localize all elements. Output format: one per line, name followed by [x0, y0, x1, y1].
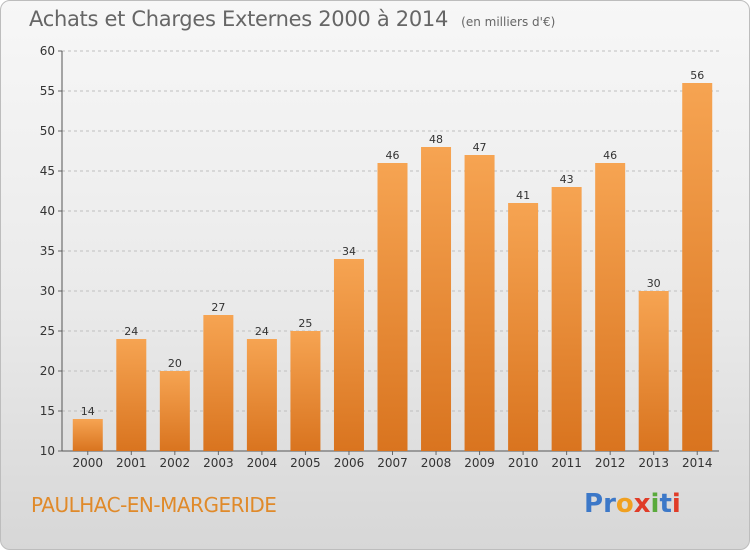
y-tick-label: 10 — [40, 444, 55, 458]
x-tick-label-2005: 2005 — [290, 456, 321, 470]
y-tick-label: 20 — [40, 364, 55, 378]
data-label-2004: 24 — [255, 325, 269, 338]
logo-letter: P — [584, 489, 604, 519]
bar-2007 — [377, 163, 408, 451]
logo-letter: t — [659, 489, 672, 519]
data-label-2010: 41 — [516, 189, 530, 202]
bar-2010 — [508, 203, 539, 451]
logo-letter: x — [633, 489, 651, 519]
logo-letter: r — [603, 489, 616, 519]
proxiti-logo: Proxiti — [584, 489, 681, 519]
bar-2004 — [246, 339, 277, 451]
data-label-2009: 47 — [473, 141, 487, 154]
y-tick-label: 55 — [40, 84, 55, 98]
data-label-2003: 27 — [211, 301, 225, 314]
bar-2009 — [464, 155, 495, 451]
x-tick-label-2008: 2008 — [421, 456, 452, 470]
x-tick-label-2004: 2004 — [247, 456, 278, 470]
y-tick-label: 15 — [40, 404, 55, 418]
bar-2011 — [551, 187, 582, 451]
bar-2002 — [159, 371, 190, 451]
bar-2013 — [638, 291, 669, 451]
x-tick-label-2002: 2002 — [160, 456, 191, 470]
chart-unit: (en milliers d'€) — [461, 15, 556, 29]
chart-title: Achats et Charges Externes 2000 à 2014 — [29, 7, 449, 31]
bar-2006 — [333, 259, 364, 451]
data-label-2008: 48 — [429, 133, 443, 146]
bar-2001 — [116, 339, 147, 451]
bar-2005 — [290, 331, 321, 451]
commune-name: PAULHAC-EN-MARGERIDE — [31, 493, 277, 517]
x-tick-label-2001: 2001 — [116, 456, 147, 470]
data-label-2013: 30 — [647, 277, 661, 290]
data-label-2007: 46 — [386, 149, 400, 162]
x-tick-label-2006: 2006 — [334, 456, 365, 470]
logo-letter: i — [671, 489, 681, 519]
y-tick-label: 25 — [40, 324, 55, 338]
data-label-2006: 34 — [342, 245, 356, 258]
data-label-2001: 24 — [124, 325, 138, 338]
x-tick-label-2010: 2010 — [508, 456, 539, 470]
bar-2014 — [682, 83, 713, 451]
x-tick-label-2007: 2007 — [377, 456, 408, 470]
logo-letter: o — [615, 489, 634, 519]
x-tick-label-2012: 2012 — [595, 456, 626, 470]
y-tick-label: 60 — [40, 44, 55, 58]
data-label-2002: 20 — [168, 357, 182, 370]
y-tick-label: 45 — [40, 164, 55, 178]
x-tick-label-2003: 2003 — [203, 456, 234, 470]
data-label-2000: 14 — [81, 405, 95, 418]
x-tick-label-2009: 2009 — [464, 456, 495, 470]
data-label-2014: 56 — [690, 69, 704, 82]
data-label-2011: 43 — [560, 173, 574, 186]
x-tick-label-2000: 2000 — [72, 456, 103, 470]
x-tick-label-2013: 2013 — [638, 456, 669, 470]
bar-2000 — [72, 419, 103, 451]
bar-2012 — [595, 163, 626, 451]
data-label-2012: 46 — [603, 149, 617, 162]
y-tick-label: 30 — [40, 284, 55, 298]
logo-letter: i — [650, 489, 660, 519]
x-tick-label-2014: 2014 — [682, 456, 713, 470]
data-label-2005: 25 — [298, 317, 312, 330]
y-tick-label: 35 — [40, 244, 55, 258]
bar-2008 — [421, 147, 452, 451]
x-tick-label-2011: 2011 — [551, 456, 582, 470]
bar-2003 — [203, 315, 234, 451]
y-tick-label: 40 — [40, 204, 55, 218]
y-tick-label: 50 — [40, 124, 55, 138]
title-row: Achats et Charges Externes 2000 à 2014 (… — [29, 7, 555, 31]
